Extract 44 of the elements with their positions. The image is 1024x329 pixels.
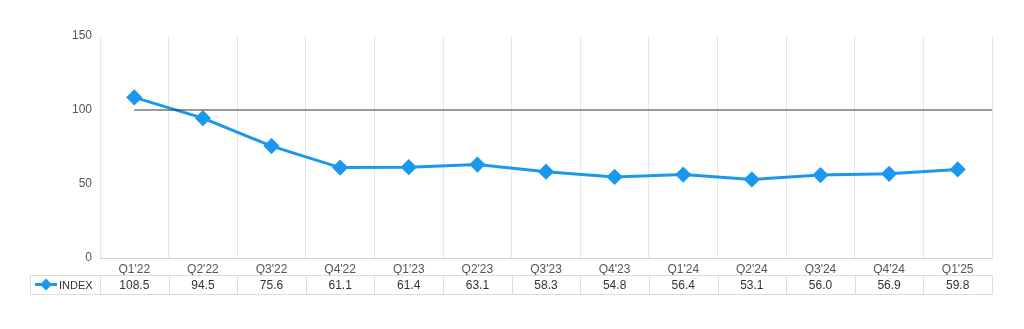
y-tick-label: 50 bbox=[78, 176, 93, 191]
point bbox=[812, 167, 828, 183]
text: 59.8 bbox=[946, 277, 970, 292]
x-tick-label: Q4'23 bbox=[598, 261, 631, 276]
text: 94.5 bbox=[191, 277, 215, 292]
point bbox=[950, 162, 966, 177]
text: 61.1 bbox=[328, 277, 352, 292]
point bbox=[881, 166, 897, 182]
x-tick-label: Q3'23 bbox=[530, 261, 563, 276]
x-tick-label: Q1'22 bbox=[118, 261, 151, 276]
y-tick-label: 150 bbox=[71, 28, 93, 43]
point bbox=[126, 89, 142, 105]
point bbox=[332, 160, 348, 176]
x-tick-label: Q4'22 bbox=[324, 261, 357, 276]
text: 56.0 bbox=[808, 277, 833, 292]
x-tick-label: Q2'22 bbox=[187, 261, 220, 276]
x-tick-label: Q2'23 bbox=[461, 261, 494, 276]
y-tick-label: 0 bbox=[85, 250, 93, 265]
x-tick-label: Q1'24 bbox=[667, 261, 700, 276]
point bbox=[675, 167, 691, 183]
x-tick-label: Q4'24 bbox=[873, 261, 906, 276]
text: 58.3 bbox=[534, 277, 558, 292]
point bbox=[264, 138, 280, 154]
text: 56.4 bbox=[671, 277, 695, 292]
y-tick-label: 100 bbox=[71, 102, 93, 117]
text: 61.4 bbox=[397, 277, 421, 292]
text: 108.5 bbox=[119, 277, 150, 292]
text: 54.8 bbox=[602, 277, 627, 292]
point bbox=[195, 110, 211, 126]
point bbox=[401, 159, 417, 175]
x-tick-label: Q1'23 bbox=[392, 261, 425, 276]
text: 63.1 bbox=[465, 277, 490, 292]
point bbox=[469, 157, 485, 173]
point bbox=[538, 164, 554, 180]
text: 53.1 bbox=[740, 277, 764, 292]
x-tick-label: Q3'24 bbox=[804, 261, 837, 276]
legend-label: INDEX bbox=[59, 278, 94, 291]
x-tick-label: Q3'22 bbox=[255, 261, 288, 276]
point bbox=[744, 171, 760, 187]
point bbox=[607, 169, 623, 185]
text: 56.9 bbox=[877, 277, 901, 292]
text: 75.6 bbox=[259, 277, 284, 292]
x-tick-label: Q2'24 bbox=[736, 261, 768, 276]
x-tick-label: Q1'25 bbox=[941, 261, 974, 276]
